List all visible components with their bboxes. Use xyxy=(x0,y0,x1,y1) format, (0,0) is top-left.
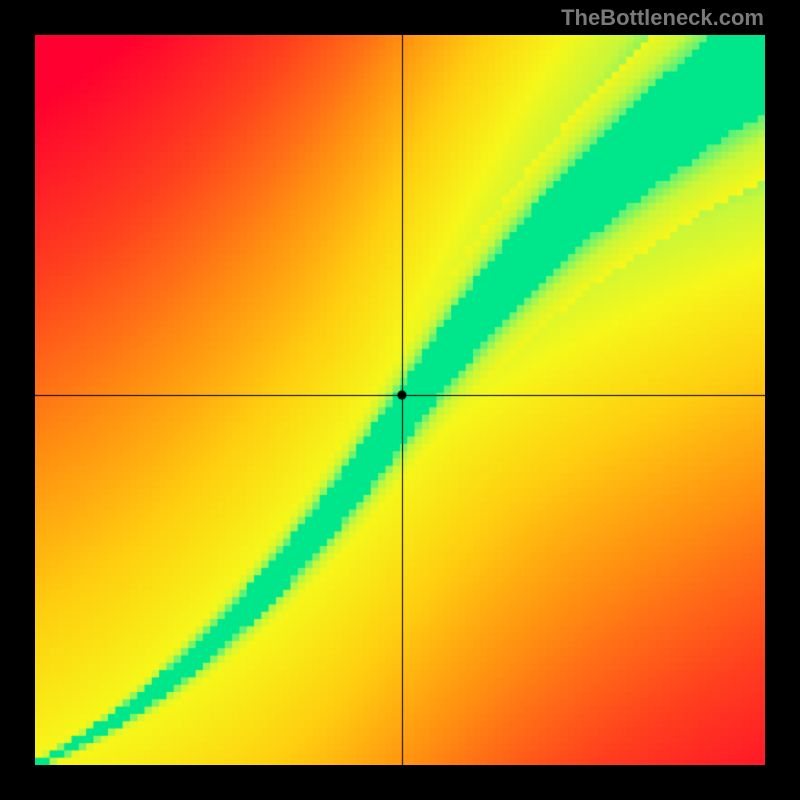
watermark-label: TheBottleneck.com xyxy=(561,5,764,31)
bottleneck-heatmap xyxy=(35,35,765,765)
chart-container: TheBottleneck.com xyxy=(0,0,800,800)
